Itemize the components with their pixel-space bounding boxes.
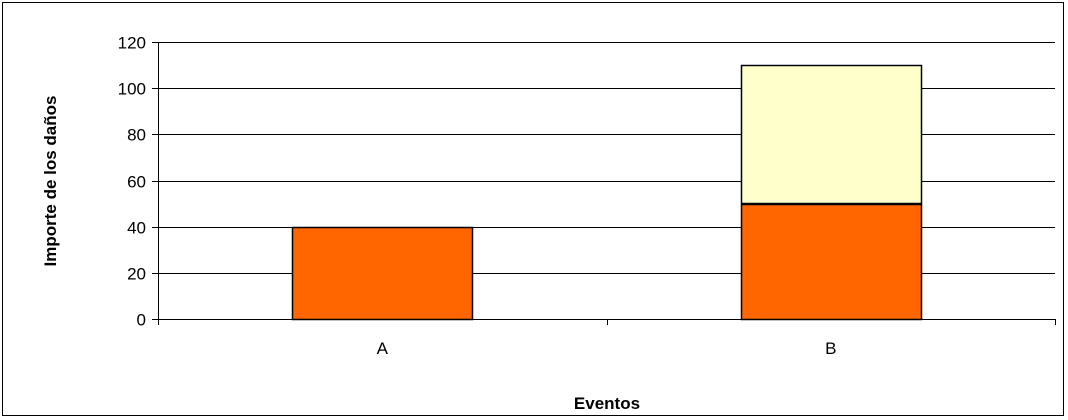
- bar-segment: [740, 203, 923, 321]
- y-tick-label: 0: [137, 311, 146, 330]
- x-axis-title: Eventos: [574, 394, 640, 413]
- y-axis-title: Importe de los daños: [41, 96, 60, 267]
- y-tick-label: 60: [127, 173, 146, 192]
- y-tick-labels: 0 20 40 60 80 100 120: [118, 34, 146, 330]
- y-tick-label: 20: [127, 265, 146, 284]
- y-tick-label: 40: [127, 219, 146, 238]
- x-tick-label: B: [825, 339, 836, 358]
- y-tick-label: 80: [127, 126, 146, 145]
- bar-segment: [291, 226, 474, 321]
- bars: [291, 64, 923, 321]
- y-tick-label: 100: [118, 80, 146, 99]
- y-tick-label: 120: [118, 34, 146, 53]
- axes: [152, 42, 1056, 325]
- bar-segment: [740, 64, 923, 205]
- x-tick-label: A: [377, 339, 389, 358]
